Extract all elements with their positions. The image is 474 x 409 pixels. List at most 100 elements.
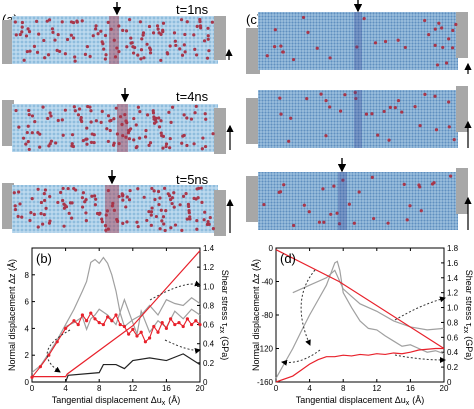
y2-axis-label-sub: zx: [462, 326, 469, 334]
defect-atom: [72, 105, 76, 109]
defect-atom: [70, 133, 75, 137]
grip-right: [456, 168, 468, 214]
series-line: [292, 269, 445, 331]
defect-atom: [322, 220, 326, 224]
defect-atom: [170, 201, 174, 206]
defect-atom: [417, 183, 421, 187]
panel-c: (c): [246, 0, 472, 230]
md-snapshot-a1: t=1ns: [2, 2, 233, 64]
x-axis-label-main: Tangential displacement Δu: [296, 395, 406, 405]
chart-b: 0 4 8 12 16 200246800.20.40.60.81.01.21.4(b)T…: [7, 244, 230, 407]
defect-atom: [211, 227, 215, 231]
defect-atom: [121, 198, 125, 202]
defect-atom: [364, 112, 369, 116]
defect-atom: [281, 50, 285, 54]
defect-atom: [112, 141, 116, 145]
defect-atom: [372, 216, 376, 221]
defect-atom: [127, 17, 132, 22]
data-point: [190, 322, 194, 327]
defect-atom: [20, 215, 24, 219]
data-point: [114, 313, 118, 317]
defect-atom: [91, 34, 95, 38]
defect-atom: [32, 212, 36, 216]
defect-atom: [121, 28, 125, 32]
defect-atom: [14, 108, 18, 113]
y-tick-label: 0: [269, 244, 274, 253]
defect-atom: [324, 98, 328, 103]
defect-atom: [161, 21, 166, 25]
data-point: [76, 322, 80, 327]
defect-atom: [147, 209, 151, 214]
defect-atom: [160, 219, 164, 223]
defect-atom: [121, 134, 125, 138]
defect-atoms: [278, 90, 456, 143]
x-tick-label: 20: [196, 384, 205, 393]
defect-atom: [50, 27, 55, 31]
defect-atom: [132, 116, 136, 121]
y2-axis-label: Shear stress τzx (GPa): [218, 270, 230, 361]
data-point: [110, 319, 114, 323]
defect-atom: [161, 215, 166, 219]
x-axis-label: Tangential displacement Δux (Å): [52, 395, 181, 407]
defect-atom: [147, 143, 151, 147]
defect-atom: [136, 225, 140, 229]
dislocation-band: [117, 104, 128, 152]
defect-atom: [81, 139, 85, 143]
defect-atom: [36, 187, 40, 191]
defect-atom: [21, 136, 26, 140]
defect-atom: [192, 33, 196, 37]
defect-atoms: [265, 15, 458, 67]
defect-atom: [180, 53, 185, 57]
defect-atom: [168, 136, 172, 141]
y2-axis-label-main: Shear stress τ: [220, 270, 230, 327]
series-line: [31, 256, 201, 373]
defect-atom: [88, 54, 92, 59]
defect-atom: [128, 188, 132, 193]
defect-atom: [12, 191, 16, 195]
defect-atom: [159, 208, 163, 212]
dislocation-band: [354, 12, 362, 70]
defect-atom: [149, 210, 154, 214]
defect-atom: [118, 115, 123, 119]
defect-atom: [151, 111, 156, 115]
defect-atom: [42, 192, 46, 196]
defect-atom: [185, 143, 189, 148]
defect-atom: [27, 108, 31, 113]
defect-atom: [105, 127, 109, 131]
defect-atom: [200, 200, 204, 204]
defect-atom: [423, 92, 427, 96]
defect-atom: [110, 204, 115, 208]
defect-atom: [154, 214, 158, 219]
defect-atom: [125, 195, 129, 199]
defect-atom: [28, 49, 32, 53]
defect-atom: [45, 19, 49, 23]
defect-atom: [427, 33, 431, 37]
defect-atom: [131, 51, 136, 55]
defect-atom: [73, 55, 77, 59]
x-tick-label: 16: [162, 384, 171, 393]
defect-atom: [43, 56, 47, 60]
defect-atom: [135, 145, 139, 149]
defect-atom: [174, 43, 178, 48]
defect-atom: [136, 187, 140, 191]
chart-d: 0 4 8 12 16 200-40-80-120-160 00.20.40.60.81.0…: [251, 244, 474, 407]
defect-atom: [125, 45, 129, 49]
series-line: [65, 297, 201, 337]
defect-atom: [201, 136, 205, 140]
defect-atom: [194, 53, 199, 57]
defect-atom: [183, 32, 187, 37]
defect-atom: [451, 28, 455, 33]
defect-atom: [302, 203, 306, 207]
atom-slab: [258, 172, 458, 230]
defect-atom: [100, 40, 104, 44]
y2-axis-label-unit: (GPa): [464, 336, 474, 360]
panel-c-label: (c): [246, 12, 261, 27]
defect-atom: [279, 112, 283, 116]
defect-atom: [92, 194, 97, 198]
defect-atom: [69, 20, 74, 24]
defect-atom: [289, 116, 293, 120]
defect-atom: [103, 57, 107, 61]
dashed-arrow-left-bottom: [281, 349, 321, 366]
data-point: [139, 330, 143, 334]
data-point: [164, 326, 168, 330]
